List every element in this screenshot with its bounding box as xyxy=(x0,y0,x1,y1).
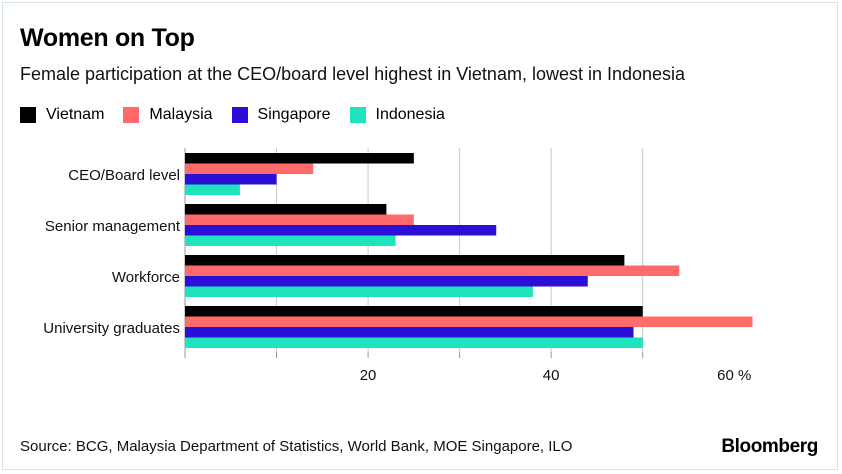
legend-label-indonesia: Indonesia xyxy=(375,106,445,123)
category-label-workforce: Workforce xyxy=(112,269,180,286)
bar-ceo-board-level-indonesia xyxy=(185,184,240,195)
legend-swatch-indonesia xyxy=(349,107,366,123)
bloomberg-logo: Bloomberg xyxy=(721,436,818,457)
x-tick-label-40: 40 xyxy=(543,367,560,384)
category-label-senior-management: Senior management xyxy=(45,218,181,235)
legend-item-singapore: Singapore xyxy=(231,106,331,124)
bar-senior-management-vietnam xyxy=(185,204,387,215)
bars xyxy=(185,153,753,348)
bar-university-graduates-indonesia xyxy=(185,337,643,348)
bar-senior-management-singapore xyxy=(185,225,497,236)
x-axis-ticks: 20 40 60 % xyxy=(360,367,752,384)
legend: Vietnam Malaysia Singapore Indonesia xyxy=(20,105,464,125)
legend-swatch-vietnam xyxy=(20,107,36,123)
bar-ceo-board-level-singapore xyxy=(185,174,277,185)
bar-university-graduates-malaysia xyxy=(185,316,753,327)
legend-label-malaysia: Malaysia xyxy=(149,106,213,123)
legend-label-singapore: Singapore xyxy=(257,106,331,123)
bar-ceo-board-level-vietnam xyxy=(185,153,414,164)
legend-item-vietnam: Vietnam xyxy=(20,106,104,124)
category-label-university-graduates: University graduates xyxy=(43,320,180,337)
bar-workforce-indonesia xyxy=(185,286,533,297)
bar-university-graduates-vietnam xyxy=(185,306,643,317)
bar-workforce-singapore xyxy=(185,276,588,287)
bar-senior-management-malaysia xyxy=(185,214,414,225)
legend-swatch-malaysia xyxy=(123,107,140,123)
legend-item-indonesia: Indonesia xyxy=(349,106,445,124)
legend-swatch-singapore xyxy=(231,107,248,123)
chart-title: Women on Top xyxy=(20,24,195,52)
category-labels: CEO/Board level Senior management Workforc… xyxy=(43,167,181,337)
legend-item-malaysia: Malaysia xyxy=(123,106,213,124)
bar-university-graduates-singapore xyxy=(185,327,634,338)
bar-workforce-malaysia xyxy=(185,265,680,276)
chart-subtitle: Female participation at the CEO/board le… xyxy=(20,64,686,84)
bar-senior-management-indonesia xyxy=(185,235,396,246)
source-note: Source: BCG, Malaysia Department of Stat… xyxy=(20,438,573,455)
bar-workforce-vietnam xyxy=(185,255,625,266)
category-label-ceo-board-level: CEO/Board level xyxy=(68,167,180,184)
x-tick-label-20: 20 xyxy=(360,367,377,384)
bar-ceo-board-level-malaysia xyxy=(185,163,314,174)
legend-label-vietnam: Vietnam xyxy=(46,106,105,123)
x-tick-label-60: 60 % xyxy=(717,367,751,384)
